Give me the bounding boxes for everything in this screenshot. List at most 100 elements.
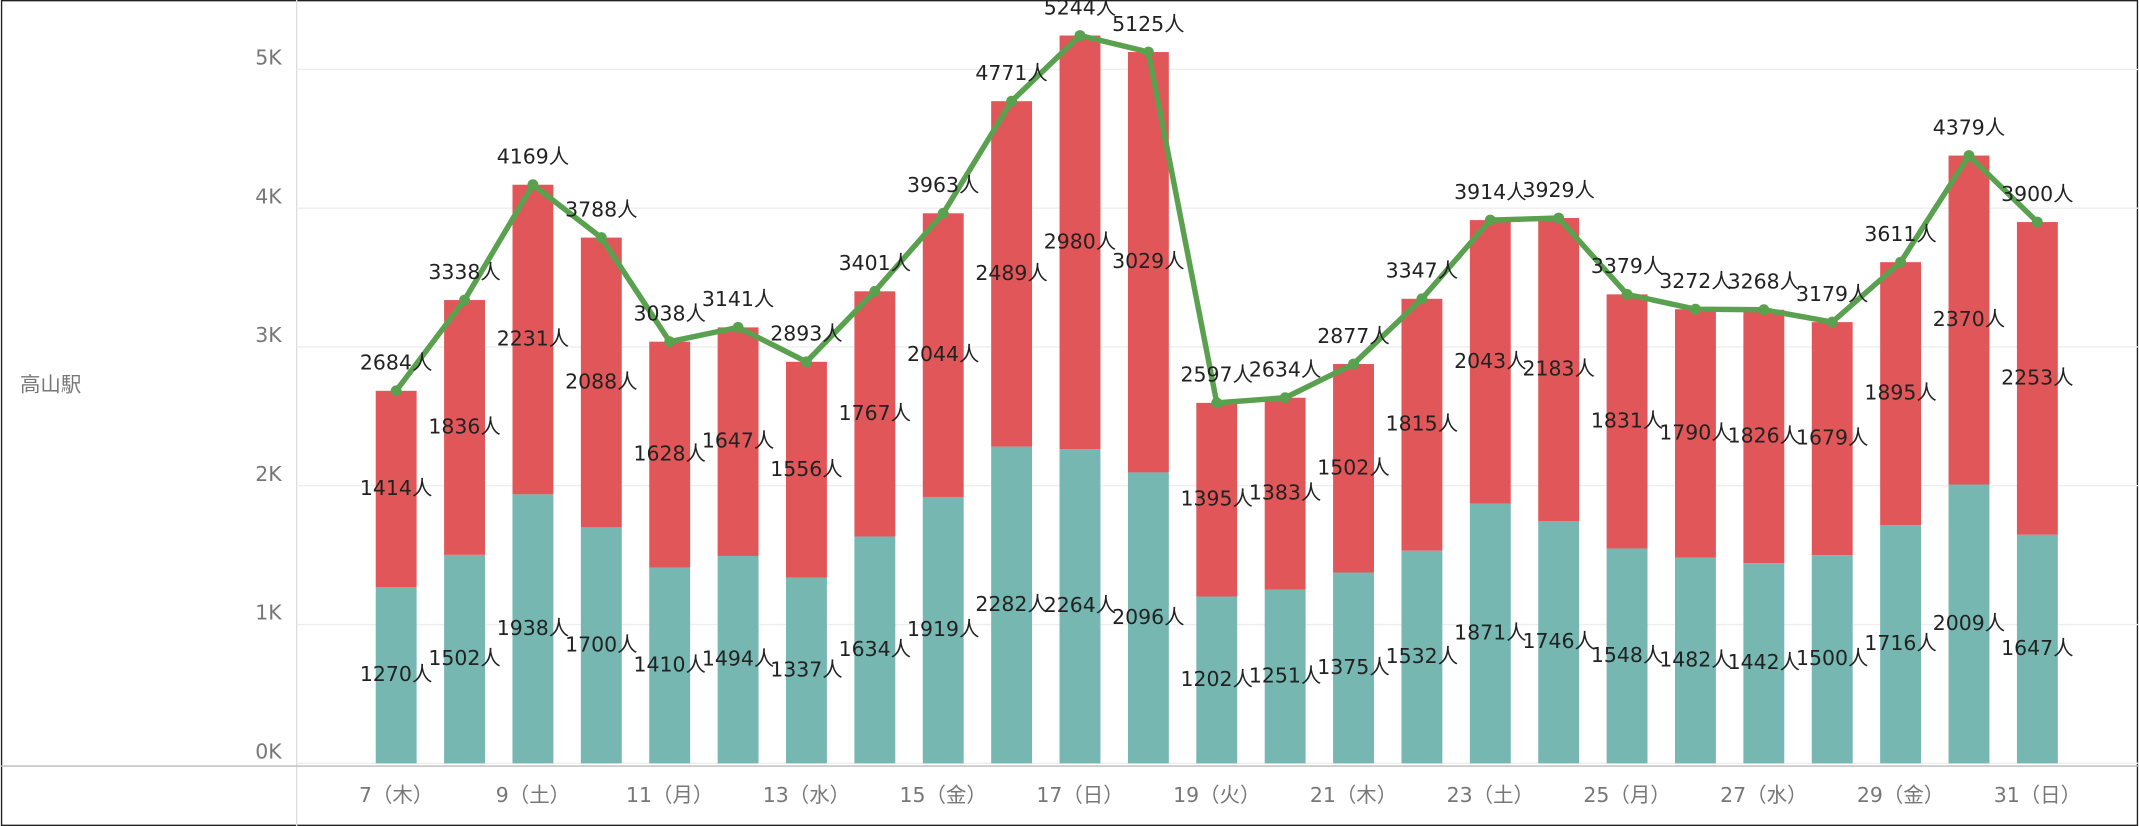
bar xyxy=(854,536,896,764)
data-label: 1442人 xyxy=(1728,650,1800,674)
data-label: 1716人 xyxy=(1864,631,1936,655)
data-label: 2096人 xyxy=(1112,605,1184,629)
line-point xyxy=(390,385,402,397)
data-label: 1628人 xyxy=(633,442,705,466)
bars xyxy=(375,35,2058,764)
data-label: 1767人 xyxy=(839,401,911,425)
data-label: 1647人 xyxy=(2001,636,2073,660)
bar xyxy=(1333,572,1374,764)
line-point xyxy=(1142,46,1154,58)
data-label: 2893人 xyxy=(770,322,842,346)
bar xyxy=(922,496,964,764)
x-tick-label: 25（月） xyxy=(1583,783,1670,807)
x-tick-label: 27（水） xyxy=(1720,783,1807,807)
x-tick-label: 19（火） xyxy=(1173,783,1260,807)
line-point xyxy=(2031,216,2043,228)
data-label: 1500人 xyxy=(1796,646,1868,670)
bar xyxy=(1606,548,1648,764)
data-label: 2231人 xyxy=(497,327,569,351)
line-point xyxy=(1484,214,1496,226)
data-label: 2684人 xyxy=(360,351,432,375)
data-label: 2489人 xyxy=(975,261,1047,285)
y-tick-label: 2K xyxy=(255,462,282,486)
line-point xyxy=(1279,392,1291,404)
data-label: 2043人 xyxy=(1454,349,1526,373)
data-label: 2009人 xyxy=(1933,611,2005,635)
line-point xyxy=(1416,293,1428,305)
data-label: 3141人 xyxy=(702,287,774,311)
data-label: 4771人 xyxy=(975,61,1047,85)
bar xyxy=(1538,218,1580,521)
bar xyxy=(1948,484,1990,764)
data-label: 2980人 xyxy=(1044,229,1116,253)
data-label: 1700人 xyxy=(565,632,637,656)
bar xyxy=(1264,397,1306,590)
data-label: 1494人 xyxy=(702,647,774,671)
bar xyxy=(1880,262,1922,526)
x-tick-label: 29（金） xyxy=(1857,783,1944,807)
line-point xyxy=(1758,304,1770,316)
data-label: 1790人 xyxy=(1659,420,1731,444)
row-label: 高山駅 xyxy=(20,373,81,397)
data-label: 3900人 xyxy=(2001,182,2073,206)
data-label: 3038人 xyxy=(633,301,705,325)
data-label: 1831人 xyxy=(1591,408,1663,432)
bar xyxy=(1538,520,1580,764)
data-label: 5125人 xyxy=(1112,12,1184,36)
bar xyxy=(1743,309,1785,564)
bar xyxy=(786,361,827,578)
data-label: 2253人 xyxy=(2001,365,2073,389)
line-point xyxy=(1553,212,1565,224)
y-tick-label: 5K xyxy=(255,45,282,69)
data-label: 1337人 xyxy=(770,658,842,682)
data-label: 3379人 xyxy=(1591,254,1663,278)
line-point xyxy=(1689,303,1701,315)
line-point xyxy=(732,321,744,333)
line-point xyxy=(1211,397,1223,409)
data-label: 1410人 xyxy=(633,652,705,676)
bar xyxy=(580,527,622,764)
bar xyxy=(1880,525,1922,764)
bar xyxy=(444,554,485,764)
data-label: 1375人 xyxy=(1317,655,1389,679)
bar xyxy=(375,390,417,588)
bar xyxy=(854,291,896,537)
bar xyxy=(1811,555,1853,764)
line-point xyxy=(1963,150,1975,162)
line-point xyxy=(1895,256,1907,268)
data-label: 1938人 xyxy=(497,616,569,640)
line-point xyxy=(1074,30,1086,41)
data-label: 2634人 xyxy=(1249,357,1321,381)
bar xyxy=(580,237,622,528)
data-label: 3914人 xyxy=(1454,180,1526,204)
labels: 7（木） 9（土） 11（月） 13（水） 15（金） 17（日） 19（火） 21（木） 23… xyxy=(359,0,2081,807)
data-label: 2088人 xyxy=(565,369,637,393)
data-label: 4379人 xyxy=(1933,115,2005,139)
line-point xyxy=(664,336,676,348)
bar xyxy=(1264,589,1306,764)
data-label: 1502人 xyxy=(1317,455,1389,479)
data-label: 3347人 xyxy=(1386,259,1458,283)
bar xyxy=(649,341,691,568)
bar xyxy=(1401,298,1443,551)
bar xyxy=(1811,322,1853,556)
data-label: 1383人 xyxy=(1249,481,1321,505)
bar xyxy=(1333,364,1374,573)
line-point xyxy=(937,207,949,219)
bar xyxy=(1127,472,1169,764)
line-point xyxy=(527,179,539,191)
data-label: 1270人 xyxy=(360,662,432,686)
data-label: 3029人 xyxy=(1112,249,1184,273)
bar xyxy=(1675,309,1716,558)
data-label: 3179人 xyxy=(1796,282,1868,306)
data-label: 1414人 xyxy=(360,476,432,500)
bar xyxy=(512,184,554,495)
data-label: 3929人 xyxy=(1522,178,1594,202)
data-label: 2877人 xyxy=(1317,324,1389,348)
data-label: 1202人 xyxy=(1181,667,1253,691)
bar xyxy=(717,327,759,556)
data-label: 2597人 xyxy=(1181,363,1253,387)
line xyxy=(393,32,2040,406)
bar xyxy=(1469,503,1511,764)
